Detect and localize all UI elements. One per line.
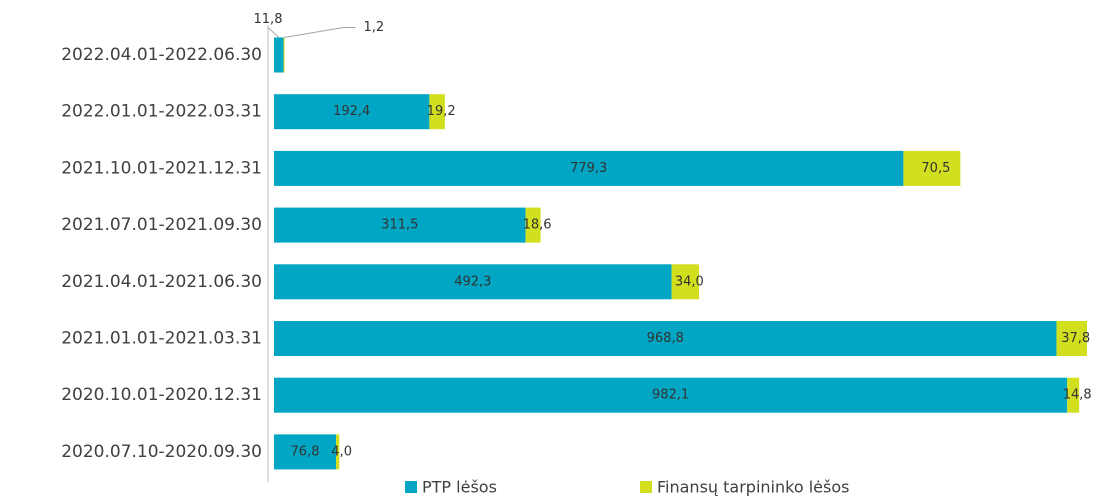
category-label: 2021.04.01-2021.06.30: [61, 272, 262, 292]
bar-segment: [671, 264, 700, 300]
category-label: 2020.10.01-2020.12.31: [61, 385, 262, 405]
category-label: 2020.07.10-2020.09.30: [61, 442, 262, 462]
data-label: 37,8: [1061, 331, 1090, 346]
category-label: 2021.10.01-2021.12.31: [61, 158, 262, 178]
legend-label: Finansų tarpininko lėšos: [657, 478, 849, 497]
bar-segment: [336, 434, 340, 470]
data-label: 1,2: [364, 20, 385, 35]
bar-segment: [903, 150, 961, 186]
data-label: 70,5: [921, 161, 950, 176]
category-label: 2022.01.01-2022.03.31: [61, 102, 262, 122]
bar-segment: [429, 94, 445, 130]
data-label: 14,8: [1063, 388, 1092, 403]
bar-segment: [274, 94, 430, 130]
bar-segment: [283, 37, 285, 73]
data-label: 968,8: [647, 331, 684, 346]
legend-label: PTP lėšos: [422, 478, 497, 497]
bar-segment: [274, 321, 1057, 356]
bar-segment: [274, 207, 526, 243]
bar-segment: [274, 434, 337, 470]
bar-segment: [525, 207, 541, 243]
bar-segment: [274, 37, 284, 73]
data-label: 19,2: [427, 104, 456, 119]
data-label: 4,0: [331, 444, 352, 459]
leader-line: [283, 27, 356, 38]
bar-segment: [274, 150, 904, 186]
category-label: 2021.07.01-2021.09.30: [61, 215, 262, 235]
legend-swatch: [640, 481, 652, 493]
bar-segment: [274, 264, 672, 300]
data-label: 492,3: [454, 274, 491, 289]
data-label: 779,3: [570, 161, 607, 176]
legend-swatch: [405, 481, 417, 493]
data-label: 311,5: [381, 218, 418, 233]
data-label: 982,1: [652, 388, 689, 403]
bar-segment: [1067, 377, 1080, 413]
data-label: 192,4: [333, 104, 370, 119]
data-label: 34,0: [675, 274, 704, 289]
data-label: 11,8: [254, 12, 283, 27]
bar-segment: [1056, 321, 1087, 356]
leader-line: [267, 27, 280, 38]
data-label: 18,6: [523, 218, 552, 233]
category-label: 2022.04.01-2022.06.30: [61, 45, 262, 65]
bar-segment: [274, 377, 1068, 413]
category-label: 2021.01.01-2021.03.31: [61, 329, 262, 349]
data-label: 76,8: [291, 444, 320, 459]
